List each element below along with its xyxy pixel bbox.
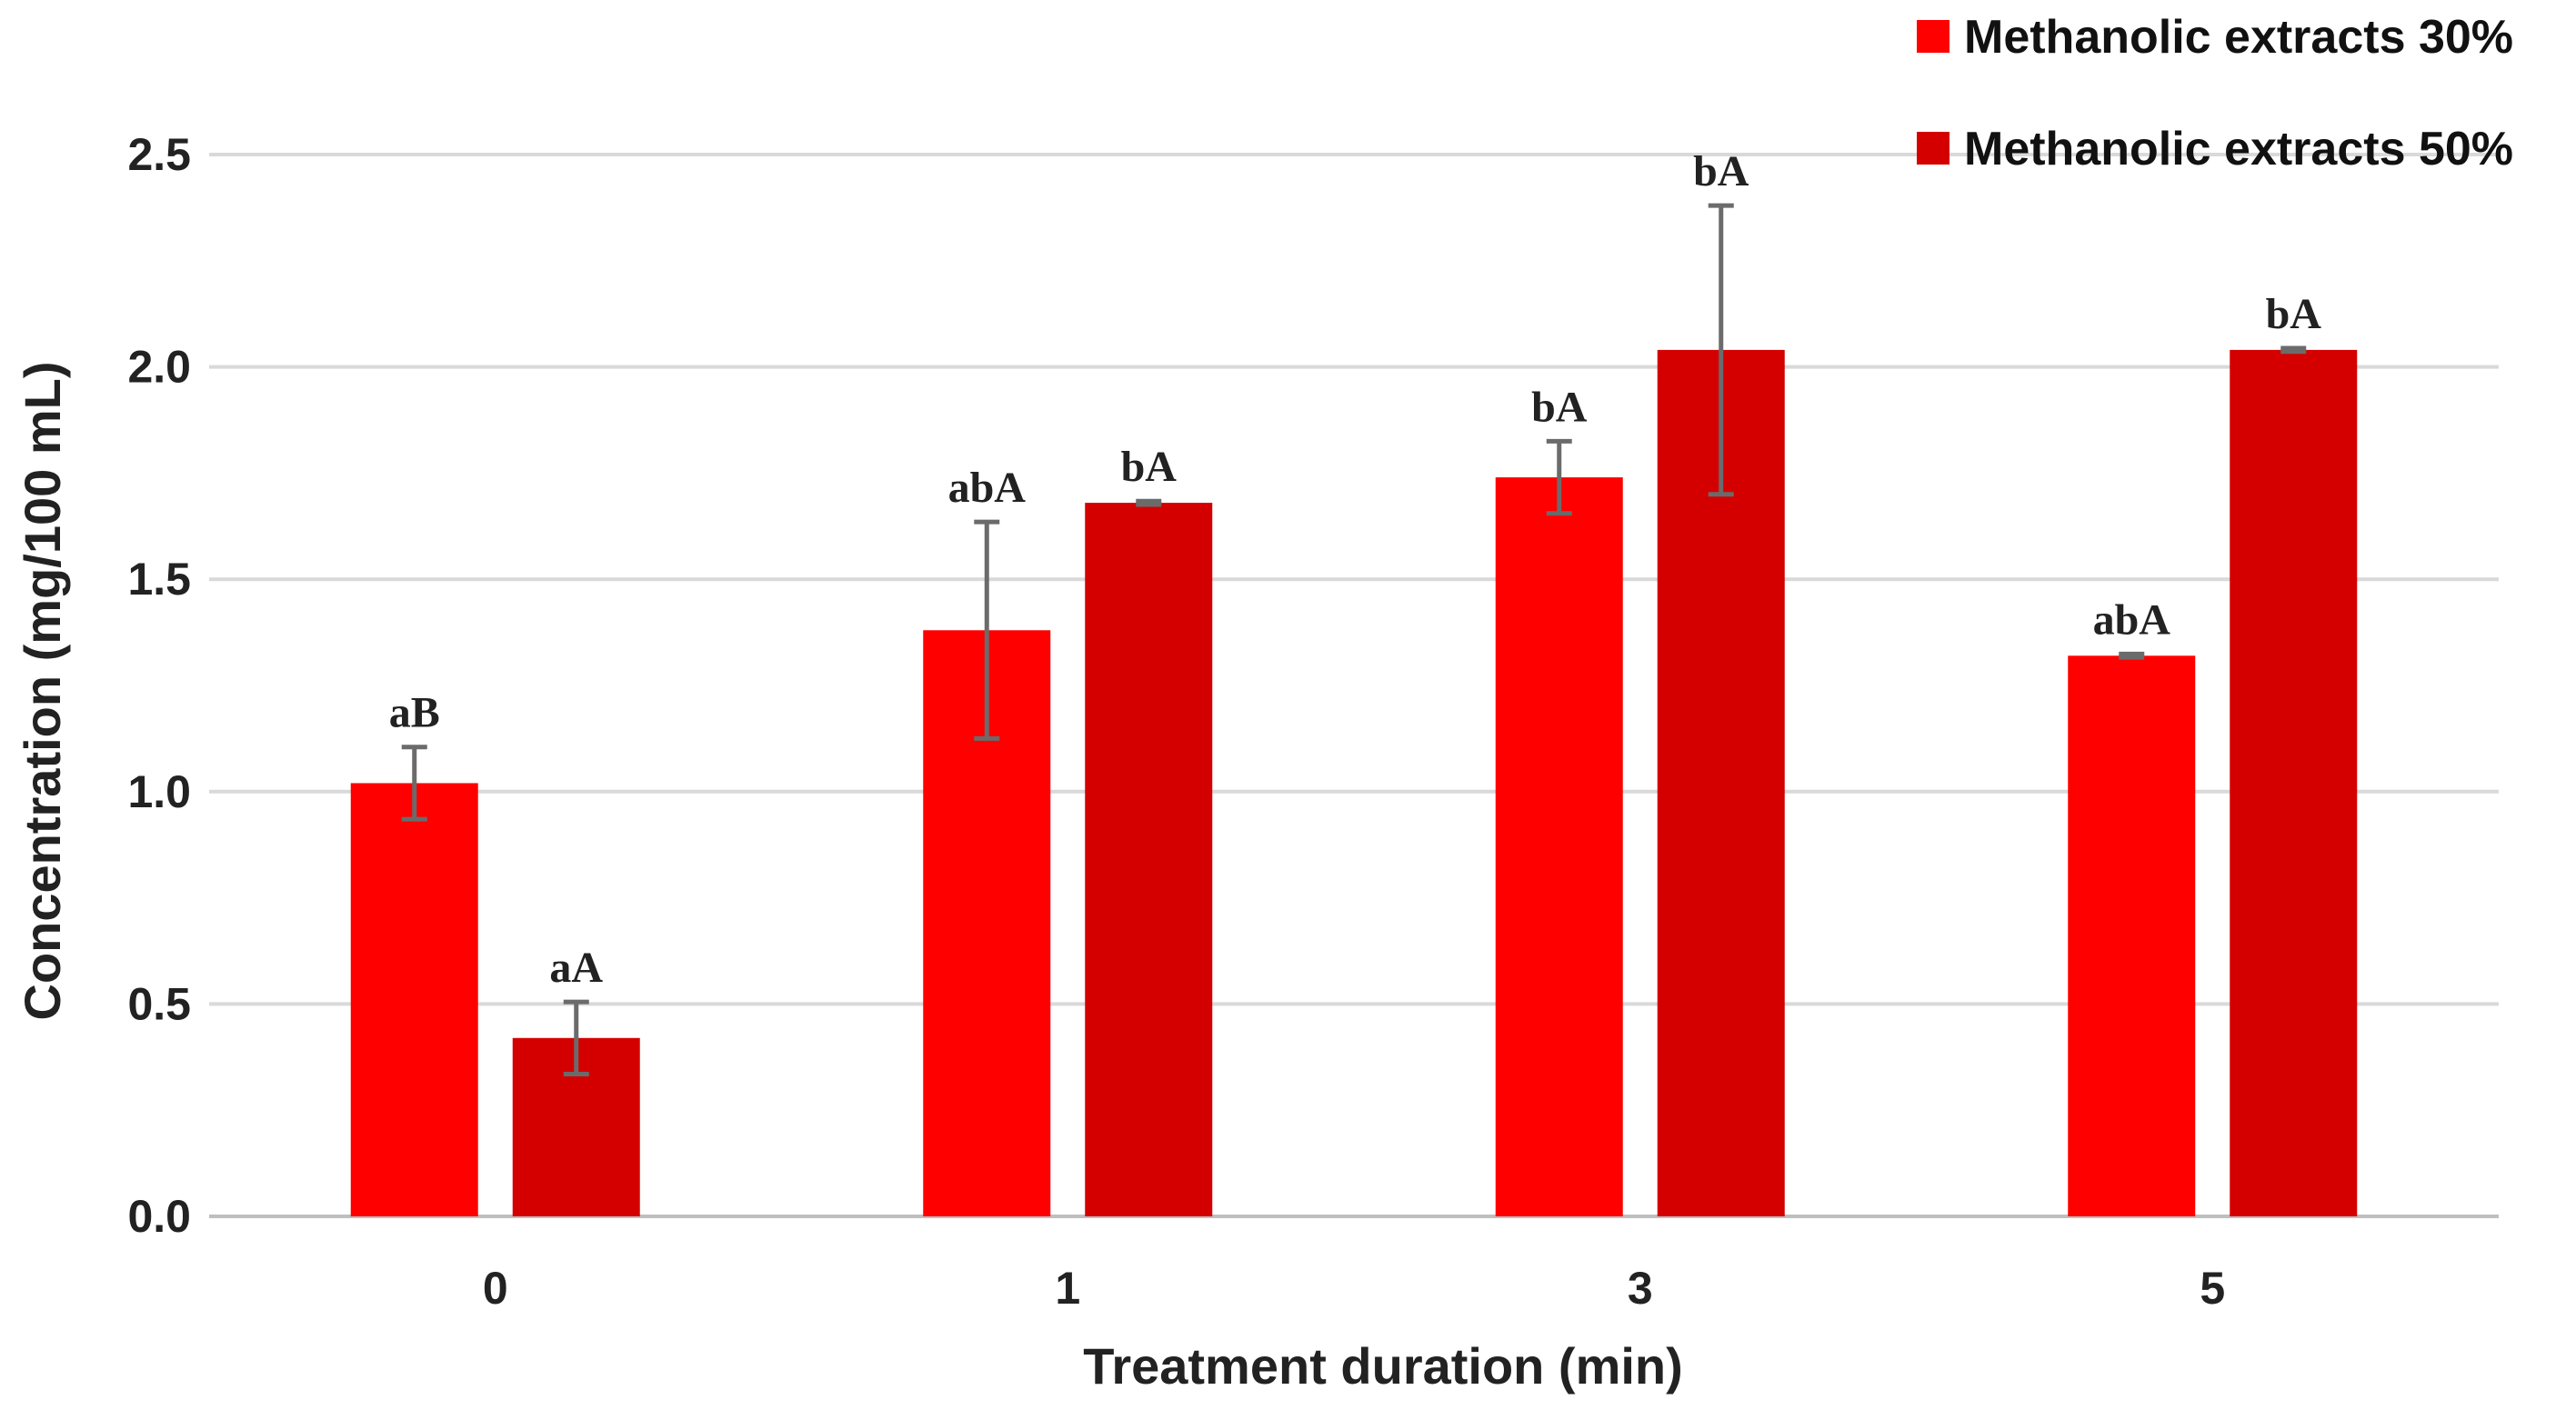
legend-swatch	[1917, 20, 1950, 53]
y-tick-label: 1.0	[127, 766, 191, 817]
tick-labels: 0.0 0.5 1.0 1.5 2.0 2.5 0 1 3 5	[127, 129, 2225, 1314]
bar-series1	[1495, 477, 1623, 1216]
x-tick-label: 1	[1055, 1263, 1080, 1314]
y-tick-label: 0.5	[127, 978, 191, 1029]
data-label: abA	[948, 464, 1027, 512]
error-bars	[401, 203, 2307, 1076]
bars	[350, 349, 2358, 1216]
x-tick-label: 5	[2200, 1263, 2225, 1314]
bar-series2	[1085, 503, 1213, 1216]
y-tick-label: 2.0	[127, 342, 191, 393]
legend-label: Methanolic extracts 30%	[1964, 11, 2513, 64]
bar-series2	[2230, 349, 2358, 1216]
y-tick-label: 1.5	[127, 554, 191, 605]
y-tick-label: 2.5	[127, 129, 191, 180]
data-label: bA	[1693, 147, 1749, 195]
y-tick-label: 0.0	[127, 1191, 191, 1242]
data-label: abA	[2093, 595, 2171, 644]
bar-series1	[2068, 655, 2196, 1216]
data-labels: aB aA abA bA bA bA abA bA	[389, 147, 2322, 992]
data-label: bA	[2266, 290, 2322, 338]
x-axis-title: Treatment duration (min)	[1083, 1337, 1683, 1395]
x-tick-label: 0	[483, 1263, 508, 1314]
data-label: bA	[1531, 383, 1588, 431]
bar-series1	[350, 783, 478, 1216]
y-axis-title: Concentration (mg/100 mL)	[14, 362, 71, 1021]
x-tick-label: 3	[1628, 1263, 1653, 1314]
data-label: aB	[389, 689, 440, 737]
legend-swatch	[1917, 132, 1950, 165]
data-label: aA	[549, 944, 603, 992]
legend: Methanolic extracts 30% Methanolic extrac…	[1917, 11, 2513, 175]
legend-label: Methanolic extracts 50%	[1964, 123, 2513, 175]
data-label: bA	[1121, 443, 1178, 491]
